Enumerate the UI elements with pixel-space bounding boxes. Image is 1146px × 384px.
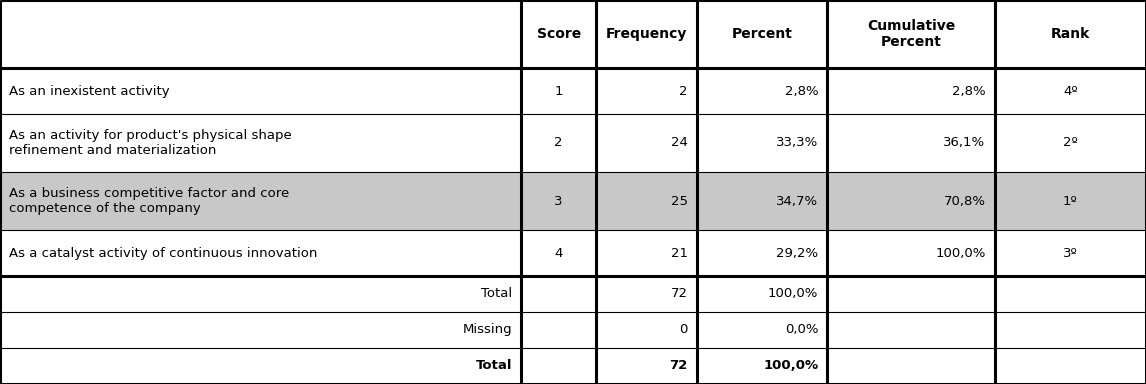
Text: 100,0%: 100,0% [763, 359, 818, 372]
Text: Score: Score [536, 27, 581, 41]
Text: 2º: 2º [1063, 136, 1077, 149]
Bar [521, 172, 596, 230]
Text: As a business competitive factor and core
competence of the company: As a business competitive factor and cor… [9, 187, 290, 215]
Text: 3º: 3º [1063, 247, 1077, 260]
Text: 72: 72 [669, 359, 688, 372]
Text: 72: 72 [670, 287, 688, 300]
Bar [697, 68, 827, 114]
Bar [697, 276, 827, 312]
Text: 4: 4 [555, 247, 563, 260]
Bar [995, 230, 1146, 276]
Bar [596, 172, 697, 230]
Bar [596, 114, 697, 172]
Text: 3: 3 [555, 195, 563, 208]
Bar [521, 276, 596, 312]
Bar [521, 114, 596, 172]
Text: 70,8%: 70,8% [943, 195, 986, 208]
Text: 2: 2 [555, 136, 563, 149]
Bar [521, 0, 596, 68]
Bar [0, 68, 521, 114]
Text: Cumulative
Percent: Cumulative Percent [866, 19, 956, 49]
Bar [827, 0, 995, 68]
Bar [827, 68, 995, 114]
Text: As a catalyst activity of continuous innovation: As a catalyst activity of continuous inn… [9, 247, 317, 260]
Text: 100,0%: 100,0% [768, 287, 818, 300]
Text: 2: 2 [680, 84, 688, 98]
Bar [827, 114, 995, 172]
Bar [0, 0, 521, 68]
Bar [995, 276, 1146, 312]
Bar [697, 114, 827, 172]
Text: 1: 1 [555, 84, 563, 98]
Text: 2,8%: 2,8% [952, 84, 986, 98]
Bar [827, 312, 995, 348]
Bar [995, 312, 1146, 348]
Text: As an activity for product's physical shape
refinement and materialization: As an activity for product's physical sh… [9, 129, 292, 157]
Bar [596, 0, 697, 68]
Bar [697, 0, 827, 68]
Bar [521, 348, 596, 384]
Text: 36,1%: 36,1% [943, 136, 986, 149]
Text: 4º: 4º [1063, 84, 1077, 98]
Text: 24: 24 [670, 136, 688, 149]
Text: 25: 25 [670, 195, 688, 208]
Text: 2,8%: 2,8% [785, 84, 818, 98]
Bar [0, 348, 521, 384]
Bar [596, 276, 697, 312]
Bar [995, 172, 1146, 230]
Text: 1º: 1º [1063, 195, 1077, 208]
Bar [697, 348, 827, 384]
Bar [995, 114, 1146, 172]
Text: As an inexistent activity: As an inexistent activity [9, 84, 170, 98]
Text: Percent: Percent [731, 27, 793, 41]
Bar [995, 348, 1146, 384]
Bar [596, 348, 697, 384]
Bar [0, 312, 521, 348]
Bar [0, 230, 521, 276]
Bar [0, 114, 521, 172]
Text: Rank: Rank [1051, 27, 1090, 41]
Text: 0: 0 [680, 323, 688, 336]
Text: 21: 21 [670, 247, 688, 260]
Text: 100,0%: 100,0% [935, 247, 986, 260]
Bar [697, 312, 827, 348]
Bar [697, 172, 827, 230]
Bar [827, 172, 995, 230]
Bar [521, 230, 596, 276]
Bar [827, 276, 995, 312]
Bar [521, 68, 596, 114]
Bar [827, 230, 995, 276]
Bar [995, 68, 1146, 114]
Text: 0,0%: 0,0% [785, 323, 818, 336]
Bar [995, 0, 1146, 68]
Bar [596, 68, 697, 114]
Text: Frequency: Frequency [605, 27, 688, 41]
Bar [0, 276, 521, 312]
Text: Missing: Missing [463, 323, 512, 336]
Bar [0, 172, 521, 230]
Bar [827, 348, 995, 384]
Bar [521, 312, 596, 348]
Text: Total: Total [481, 287, 512, 300]
Text: 33,3%: 33,3% [776, 136, 818, 149]
Bar [596, 312, 697, 348]
Bar [596, 230, 697, 276]
Text: Total: Total [476, 359, 512, 372]
Bar [697, 230, 827, 276]
Text: 29,2%: 29,2% [776, 247, 818, 260]
Text: 34,7%: 34,7% [776, 195, 818, 208]
